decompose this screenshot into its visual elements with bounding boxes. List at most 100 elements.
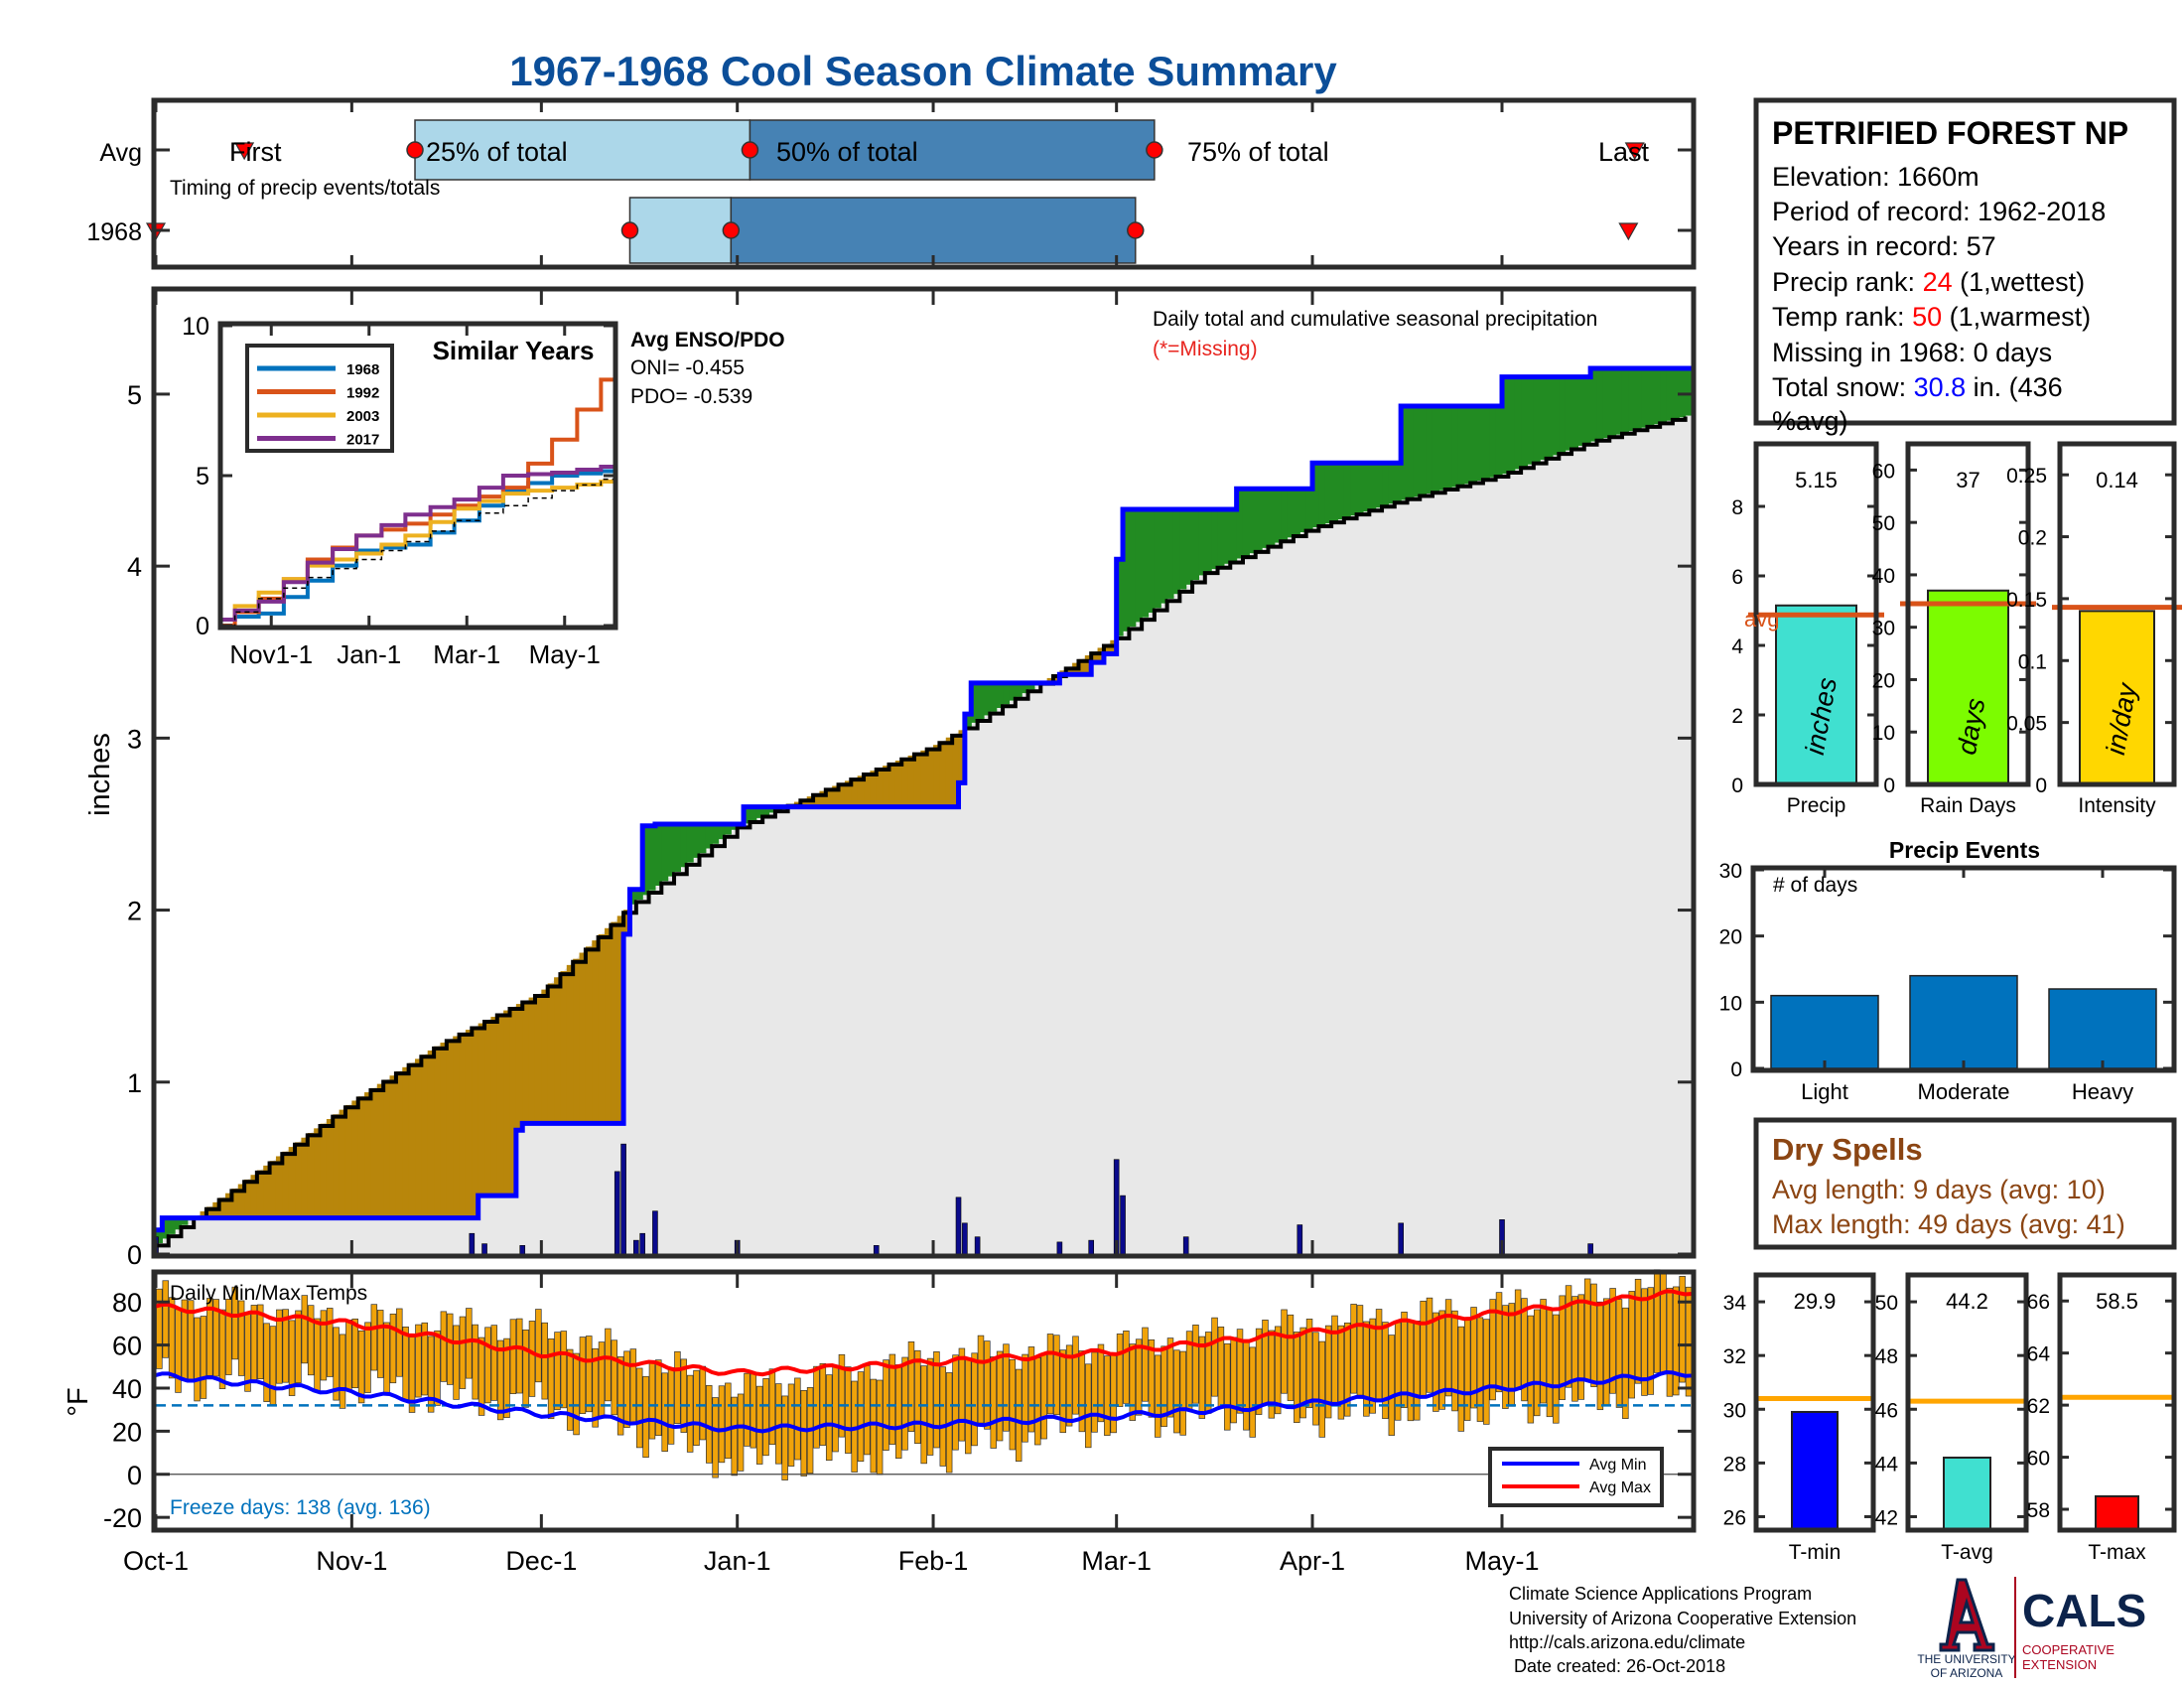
season-temp-category-label: T-max: [2088, 1541, 2146, 1564]
season-total-frame: [1905, 441, 2031, 787]
inset-legend-label: 1968: [346, 361, 379, 378]
deviation-fill: [1198, 508, 1206, 576]
deviation-fill: [434, 1046, 442, 1218]
deviation-fill: [1084, 655, 1092, 675]
daily-precip-bar: [962, 1222, 968, 1255]
daily-temp-bar: [611, 1339, 617, 1416]
daily-temp-bar: [1344, 1322, 1351, 1417]
daily-temp-bar: [1590, 1283, 1597, 1387]
season-total-ytick-label: 0: [2035, 774, 2047, 797]
enso-pdo: PDO= -0.539: [630, 385, 752, 408]
temp-legend-box: [1488, 1447, 1664, 1507]
main-ytick-label: 1: [127, 1068, 142, 1098]
daily-temp-bar: [168, 1297, 176, 1379]
season-total-category-label: Intensity: [2078, 794, 2156, 817]
deviation-fill: [1116, 559, 1124, 636]
daily-temp-bar: [1294, 1332, 1300, 1424]
daily-temp-bar: [920, 1365, 927, 1465]
main-ytick-label: 5: [127, 380, 142, 410]
daily-precip-bar: [1398, 1222, 1404, 1255]
daily-temp-bar: [1382, 1322, 1389, 1420]
precip-rank-value: 24: [1923, 267, 1953, 297]
timing-frame: [151, 97, 1697, 270]
daily-temp-bar: [914, 1349, 921, 1445]
deviation-fill: [370, 1087, 378, 1218]
daily-temp-bar: [1135, 1338, 1143, 1416]
deviation-fill: [857, 775, 865, 807]
daily-precip-bar: [620, 1143, 626, 1255]
main-ytick-label: 3: [127, 724, 142, 754]
deviation-fill: [162, 1217, 170, 1239]
deviation-fill: [1546, 376, 1554, 458]
deviation-fill: [1527, 376, 1535, 465]
deviation-fill: [1457, 406, 1465, 486]
daily-temp-bar: [1444, 1299, 1452, 1397]
daily-precip-bar: [481, 1243, 487, 1255]
timing-marker-dot: [1146, 141, 1163, 159]
season-total-ytick-label: 10: [1872, 722, 1895, 745]
daily-temp-bar: [478, 1336, 485, 1416]
daily-temp-bar: [1388, 1335, 1396, 1436]
deviation-fill: [699, 823, 707, 854]
daily-temp-bar: [364, 1322, 371, 1393]
station-missing: Missing in 1968: 0 days: [1772, 338, 2052, 367]
deviation-fill: [1129, 508, 1137, 628]
deviation-fill: [339, 1109, 346, 1218]
daily-temp-bar: [1679, 1276, 1686, 1383]
daily-temp-bar: [1224, 1342, 1231, 1431]
deviation-fill: [1451, 406, 1459, 488]
season-temp-ytick-label: 30: [1723, 1399, 1746, 1422]
main-ytick-label: 0: [127, 1240, 142, 1270]
timing-marker-dot: [722, 221, 741, 239]
daily-temp-bar: [459, 1316, 467, 1389]
deviation-fill: [301, 1137, 309, 1218]
daily-temp-bar: [825, 1374, 833, 1462]
daily-temp-bar: [440, 1311, 448, 1382]
daily-temp-bar: [888, 1353, 896, 1445]
deviation-fill: [1053, 674, 1060, 683]
daily-temp-bar: [661, 1372, 668, 1453]
deviation-fill: [1521, 376, 1529, 468]
daily-temp-bar: [699, 1365, 707, 1441]
deviation-fill: [1318, 463, 1326, 526]
daily-temp-bar: [554, 1332, 561, 1411]
daily-temp-bar: [864, 1365, 871, 1456]
daily-temp-bar: [566, 1348, 574, 1431]
daily-temp-bar: [1489, 1299, 1496, 1401]
daily-temp-bar: [1331, 1315, 1338, 1407]
enso-oni: ONI= -0.455: [630, 356, 745, 379]
deviation-fill: [1331, 463, 1339, 522]
daily-temp-bar: [1027, 1346, 1035, 1433]
deviation-fill: [1204, 508, 1212, 572]
snow-value: 30.8: [1914, 372, 1967, 402]
deviation-fill: [1242, 489, 1250, 556]
daily-temp-bar: [547, 1338, 555, 1420]
deviation-fill: [598, 933, 606, 1124]
daily-precip-bar: [469, 1232, 476, 1255]
daily-temp-bar: [301, 1295, 309, 1364]
deviation-fill: [1154, 508, 1161, 609]
precip-events-ytick-label: 0: [1730, 1058, 1742, 1081]
deviation-fill: [205, 1206, 213, 1218]
daily-temp-bar: [200, 1316, 207, 1399]
deviation-fill: [1123, 508, 1131, 632]
daily-temp-bar: [990, 1356, 997, 1449]
deviation-fill: [472, 1026, 479, 1218]
deviation-fill: [894, 761, 902, 807]
footer: Climate Science Applications Program Uni…: [1509, 1577, 2146, 1680]
season-temp-panel: 29.9 26 28 30 32 34 T-min: [1723, 1272, 1876, 1564]
station-precip-rank: Precip rank: 24 (1,wettest): [1772, 267, 2085, 297]
deviation-fill: [616, 915, 624, 1124]
daily-temp-bar: [674, 1350, 681, 1424]
month-axis-labels: Oct-1 Nov-1 Dec-1 Jan-1 Feb-1 Mar-1 Apr-1 May-1: [123, 1546, 1540, 1576]
season-temp-bar: [1791, 1410, 1839, 1531]
station-elevation: Elevation: 1660m: [1772, 162, 1979, 192]
daily-temp-bar: [345, 1320, 352, 1390]
daily-temp-bar: [415, 1324, 422, 1398]
deviation-fill: [560, 971, 568, 1124]
deviation-fill: [231, 1189, 239, 1218]
deviation-fill: [945, 737, 953, 807]
season-temp-category-label: T-avg: [1941, 1541, 1993, 1564]
deviation-fill: [661, 823, 669, 882]
